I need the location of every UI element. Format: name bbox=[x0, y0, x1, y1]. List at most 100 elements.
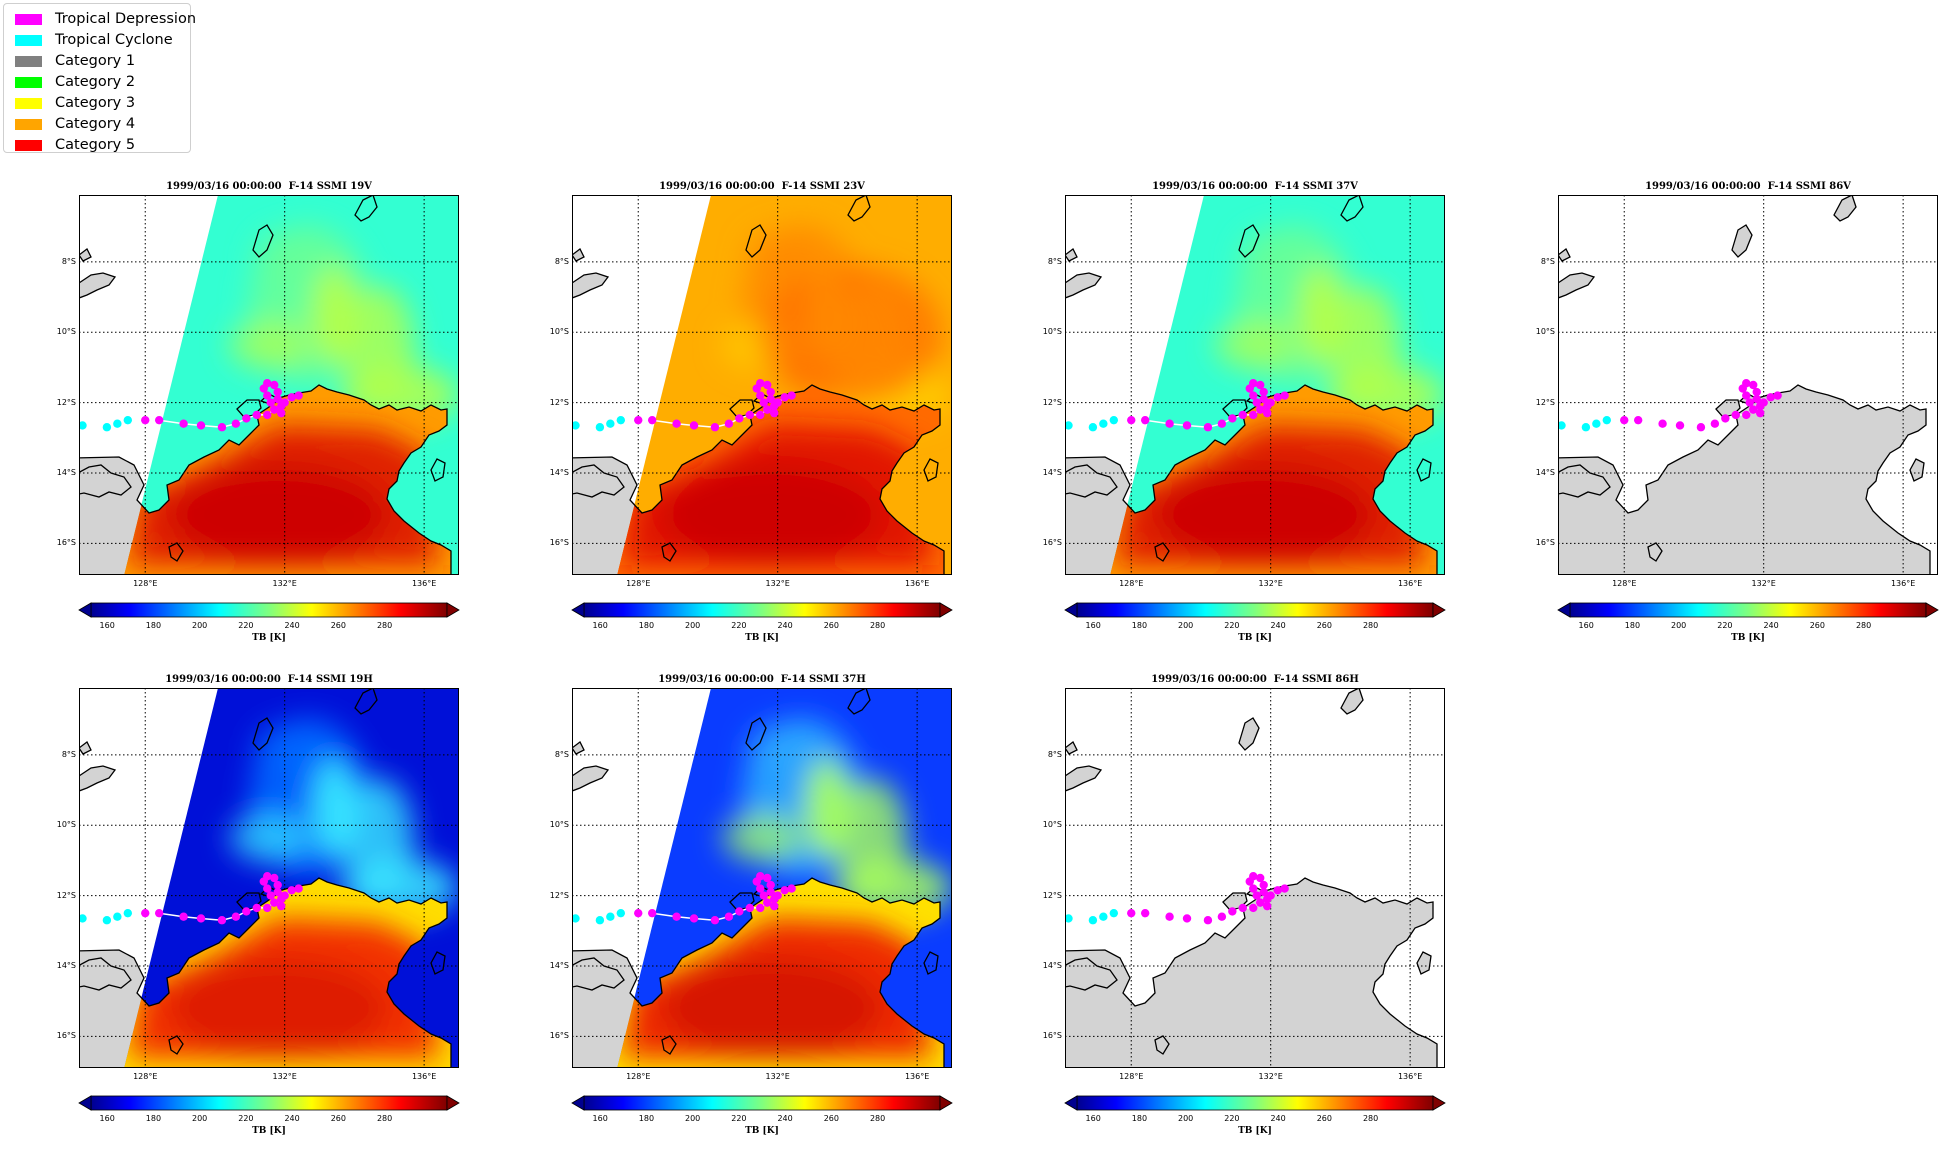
track-point bbox=[756, 391, 765, 400]
panel-title: 1999/03/16 00:00:00 F-14 SSMI 86V bbox=[1645, 181, 1851, 192]
track-point bbox=[1127, 415, 1136, 425]
track-point bbox=[770, 901, 779, 911]
track-point bbox=[277, 408, 286, 418]
track-point bbox=[763, 873, 772, 883]
track-point bbox=[572, 914, 580, 923]
colorbar-tick-label: 200 bbox=[192, 621, 208, 630]
track-point bbox=[1099, 912, 1108, 921]
legend-label: Category 2 bbox=[55, 74, 136, 90]
map-canvas bbox=[1558, 195, 1938, 575]
track-point bbox=[1263, 901, 1272, 911]
track-point bbox=[595, 916, 605, 925]
lat-tick-label: 12°S bbox=[56, 397, 76, 407]
lat-tick-label: 10°S bbox=[56, 820, 76, 830]
track-point bbox=[217, 916, 227, 925]
colorbar bbox=[1064, 602, 1446, 618]
colorbar-label: TB [K] bbox=[745, 633, 779, 643]
colorbar-tick-label: 280 bbox=[1362, 1114, 1379, 1123]
track-point bbox=[1203, 916, 1213, 925]
track-point bbox=[689, 421, 699, 430]
colorbar-label: TB [K] bbox=[252, 1126, 286, 1136]
track-point bbox=[196, 421, 206, 430]
legend-label: Category 1 bbox=[55, 53, 136, 69]
lat-tick-label: 8°S bbox=[61, 256, 76, 266]
lat-tick-label: 8°S bbox=[554, 256, 569, 266]
track-point bbox=[287, 886, 296, 895]
track-point bbox=[231, 419, 241, 428]
track-point bbox=[263, 872, 272, 881]
track-point bbox=[79, 914, 87, 923]
gridlines bbox=[1065, 688, 1445, 1068]
lon-tick-label: 132°E bbox=[1258, 1072, 1283, 1081]
gridlines bbox=[79, 688, 459, 1068]
colorbar-tick-label: 180 bbox=[145, 1114, 162, 1123]
track-point bbox=[770, 408, 779, 418]
lon-tick-label: 128°E bbox=[1612, 579, 1637, 588]
lon-tick-label: 136°E bbox=[904, 579, 930, 588]
track-point bbox=[273, 880, 282, 890]
colorbar-tick-label: 200 bbox=[192, 1114, 208, 1123]
colorbar-tick-label: 240 bbox=[777, 621, 793, 630]
colorbar-tick-label: 200 bbox=[1671, 621, 1687, 630]
track-point bbox=[1280, 884, 1289, 893]
lat-tick-label: 16°S bbox=[1042, 538, 1062, 548]
map-canvas bbox=[79, 195, 459, 575]
track-point bbox=[1263, 408, 1272, 418]
colorbar-tick-label: 240 bbox=[777, 1114, 793, 1123]
map-canvas bbox=[1065, 688, 1445, 1068]
track-point bbox=[141, 415, 150, 425]
track-point bbox=[1259, 887, 1268, 897]
colorbar bbox=[78, 1095, 460, 1111]
lat-tick-label: 16°S bbox=[1535, 538, 1555, 548]
track-point bbox=[113, 419, 122, 428]
track-point bbox=[154, 908, 164, 918]
track-point bbox=[766, 880, 775, 890]
track-point bbox=[1238, 903, 1247, 913]
lon-tick-label: 132°E bbox=[765, 579, 790, 588]
colorbar-tick-label: 160 bbox=[592, 621, 608, 630]
lon-tick-label: 128°E bbox=[133, 1072, 158, 1081]
colorbar-label: TB [K] bbox=[1238, 633, 1272, 643]
colorbar-tick-label: 180 bbox=[1131, 1114, 1148, 1123]
track-point bbox=[1140, 415, 1150, 425]
track-point bbox=[763, 898, 772, 907]
track-point bbox=[1203, 423, 1213, 432]
track-point bbox=[270, 405, 279, 414]
colorbar-tick-label: 180 bbox=[1131, 621, 1148, 630]
track-point bbox=[1249, 884, 1258, 893]
track-point bbox=[763, 405, 772, 414]
panel-title: 1999/03/16 00:00:00 F-14 SSMI 37V bbox=[1152, 181, 1358, 192]
legend-label: Category 3 bbox=[55, 95, 136, 111]
track-point bbox=[616, 415, 626, 425]
track-point bbox=[1249, 391, 1258, 400]
lat-tick-label: 8°S bbox=[1047, 749, 1062, 759]
lon-tick-label: 136°E bbox=[411, 1072, 437, 1081]
lat-tick-label: 14°S bbox=[1535, 467, 1555, 477]
legend-swatch bbox=[15, 98, 42, 109]
track-point bbox=[1256, 380, 1265, 390]
track-point bbox=[123, 415, 133, 425]
colorbar-label: TB [K] bbox=[1731, 633, 1765, 643]
map-frame bbox=[572, 195, 952, 575]
colorbar-tick-label: 260 bbox=[823, 621, 839, 630]
track-point bbox=[179, 419, 188, 428]
colorbar-tick-label: 160 bbox=[99, 1114, 115, 1123]
track-point bbox=[1633, 415, 1643, 425]
lon-tick-label: 136°E bbox=[904, 1072, 930, 1081]
track-point bbox=[1592, 419, 1601, 428]
lat-tick-label: 14°S bbox=[549, 467, 569, 477]
map-canvas bbox=[572, 195, 952, 575]
colorbar-tick-label: 260 bbox=[330, 1114, 346, 1123]
colorbar-tick-label: 240 bbox=[1270, 1114, 1286, 1123]
track-point bbox=[1252, 398, 1261, 407]
track-point bbox=[756, 903, 765, 913]
track-point bbox=[1280, 391, 1289, 400]
colorbar-tick-label: 220 bbox=[238, 621, 254, 630]
track-point bbox=[294, 391, 303, 400]
track-point bbox=[123, 908, 133, 918]
track-point bbox=[1088, 423, 1098, 432]
track-point bbox=[1182, 421, 1192, 430]
colorbar-tick-label: 160 bbox=[1085, 621, 1101, 630]
colorbar-tick-label: 180 bbox=[638, 621, 655, 630]
map-canvas bbox=[79, 688, 459, 1068]
